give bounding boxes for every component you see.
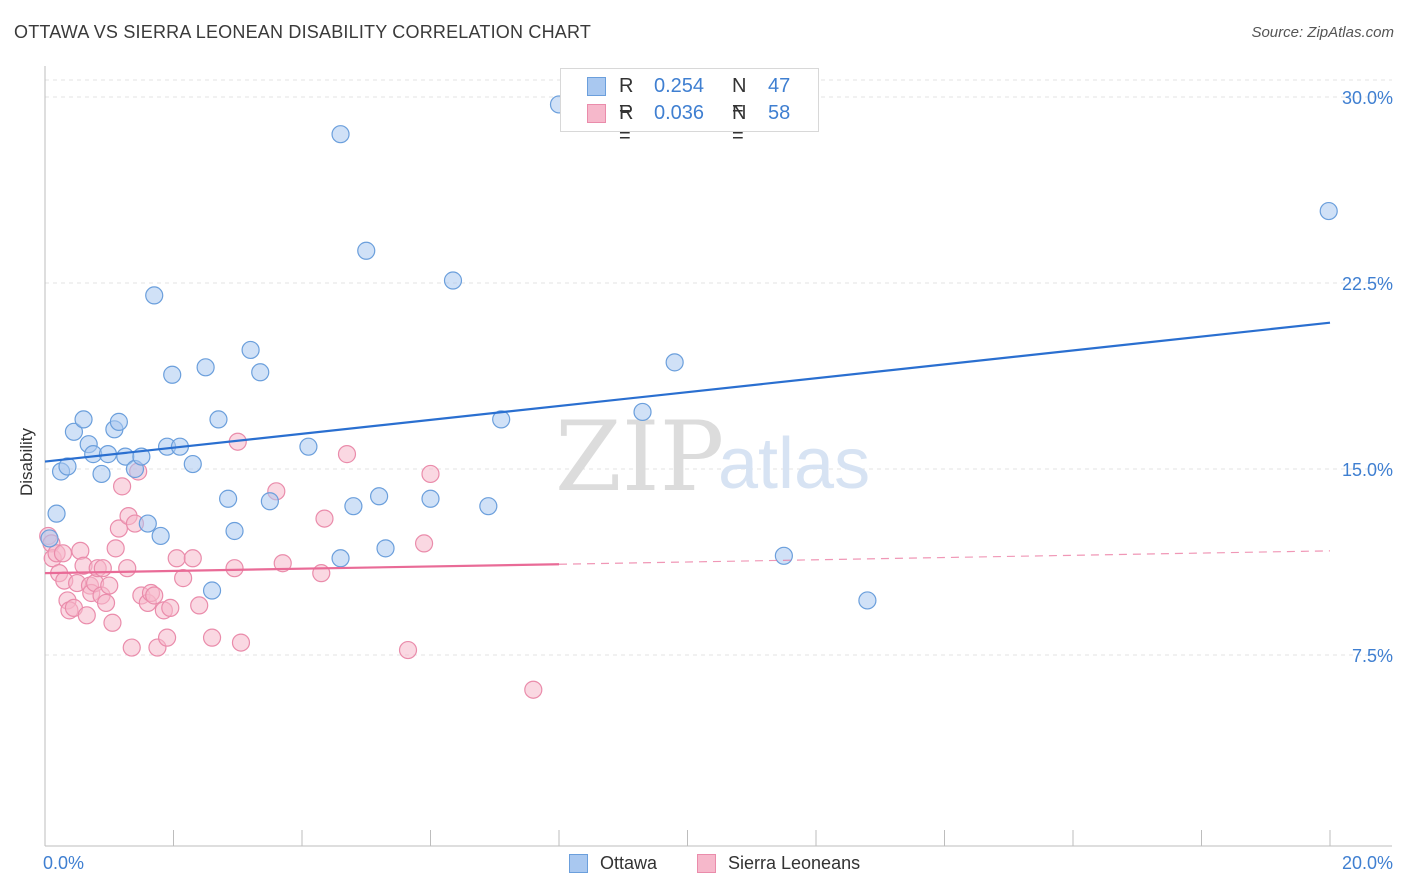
ottawa-point [331, 549, 350, 568]
sierra-leoneans-point [106, 539, 125, 558]
ottawa-point [479, 497, 498, 516]
ottawa-point [196, 358, 215, 377]
sierra-leoneans-point [231, 633, 251, 652]
bottom-legend-swatch-ottawa [569, 854, 588, 873]
watermark-atlas: atlas [718, 424, 870, 504]
bottom-legend-label: Ottawa [600, 853, 658, 873]
ottawa-point [357, 241, 376, 260]
sierra-leoneans-point [93, 559, 112, 578]
sierra-leoneans-point [77, 606, 96, 625]
legend: R = 0.254 N = 47 R = 0.036 N = 58 [560, 68, 819, 147]
sierra-leoneans-point [183, 549, 202, 568]
axes [44, 66, 1392, 847]
ottawa-point [58, 457, 77, 476]
ottawa-point [376, 539, 395, 558]
sierra-leoneans-point [161, 598, 180, 617]
y-tick-label: 30.0% [1342, 88, 1393, 108]
legend-r-value: 0.036 [654, 102, 705, 124]
sierra-leoneans-point [122, 638, 141, 657]
sierra-leoneans-point [96, 593, 116, 613]
legend-n-label: N = [732, 102, 747, 147]
ottawa-point [299, 437, 318, 456]
legend-n-value: 47 [768, 75, 791, 97]
sierra-leoneans-trendline [44, 563, 560, 575]
y-axis-title: Disability [17, 427, 36, 496]
ottawa-point [209, 410, 228, 429]
legend-swatch-sierra-leoneans [587, 104, 606, 123]
tick-labels: 7.5% 15.0% 22.5% 30.0% 0.0% 20.0% [43, 88, 1393, 873]
ottawa-point [492, 410, 511, 429]
ottawa-point [163, 365, 182, 384]
ottawa-point [344, 497, 363, 516]
legend-r-value: 0.254 [654, 75, 705, 97]
ottawa-point [260, 492, 279, 511]
x-tick-label: 0.0% [43, 853, 84, 873]
ottawa-point [858, 591, 877, 610]
ottawa-point [1319, 201, 1338, 221]
sierra-leoneans-point [414, 534, 434, 553]
bottom-legend-label: Sierra Leoneans [728, 853, 861, 873]
ottawa-point [331, 125, 350, 144]
source-label: Source: ZipAtlas.com [1251, 24, 1394, 41]
y-tick-label: 22.5% [1342, 274, 1393, 294]
ottawa-point [64, 422, 84, 441]
legend-r-label: R = [619, 75, 634, 120]
bottom-legend: Ottawa Sierra Leoneans [0, 852, 1406, 878]
ottawa-point [151, 526, 170, 546]
sierra-leoneans-point [71, 541, 90, 560]
legend-n-label: N = [732, 75, 747, 120]
sierra-leoneans-point [421, 464, 440, 484]
sierra-leoneans-point [103, 613, 122, 632]
ottawa-point [145, 286, 164, 305]
ottawa-point [774, 546, 793, 565]
ottawa-point [92, 464, 111, 484]
ottawa-point [241, 340, 260, 360]
ottawa-series [40, 95, 1338, 610]
chart-title: OTTAWA VS SIERRA LEONEAN DISABILITY CORR… [14, 22, 592, 42]
sierra-leoneans-point [225, 559, 244, 578]
sierra-leoneans-point [315, 509, 334, 528]
sierra-leoneans-point [398, 640, 418, 660]
ottawa-point [109, 412, 128, 431]
ottawa-point [40, 529, 59, 548]
sierra-leoneans-point [174, 569, 193, 588]
sierra-leoneans-trendline-extension [558, 550, 1331, 565]
sierra-leoneans-point [53, 544, 73, 563]
ottawa-point [183, 454, 202, 474]
ottawa-point [225, 521, 244, 541]
sierra-leoneans-point [112, 477, 132, 496]
ottawa-point [443, 271, 463, 290]
sierra-leoneans-point [100, 576, 119, 595]
ottawa-point [370, 487, 389, 506]
trendlines [44, 321, 1331, 575]
sierra-leoneans-point [337, 445, 357, 464]
sierra-leoneans-point [202, 628, 222, 647]
ottawa-point [219, 489, 238, 508]
sierra-leoneans-point [157, 628, 177, 647]
bottom-legend-swatch-sierra-leoneans [697, 854, 716, 873]
ottawa-trendline [44, 321, 1331, 463]
legend-r-label: R = [619, 102, 634, 147]
ottawa-point [47, 504, 66, 523]
y-tick-label: 15.0% [1342, 460, 1393, 480]
sierra-leoneans-point [190, 596, 209, 615]
sierra-leoneans-point [273, 554, 292, 573]
ottawa-point [138, 514, 157, 533]
sierra-leoneans-point [524, 680, 543, 699]
ottawa-point [633, 402, 652, 422]
x-tick-label: 20.0% [1342, 853, 1393, 873]
legend-n-value: 58 [768, 102, 791, 124]
sierra-leoneans-series [39, 432, 543, 699]
ottawa-point [202, 581, 222, 600]
ottawa-point [421, 489, 440, 508]
sierra-leoneans-point [167, 549, 186, 568]
sierra-leoneans-point [118, 559, 137, 578]
y-tick-label: 7.5% [1352, 646, 1393, 666]
ottawa-point [74, 410, 93, 429]
legend-swatch-ottawa [587, 77, 606, 96]
sierra-leoneans-point [145, 586, 164, 605]
ottawa-point [251, 363, 270, 382]
ottawa-point [665, 353, 684, 372]
